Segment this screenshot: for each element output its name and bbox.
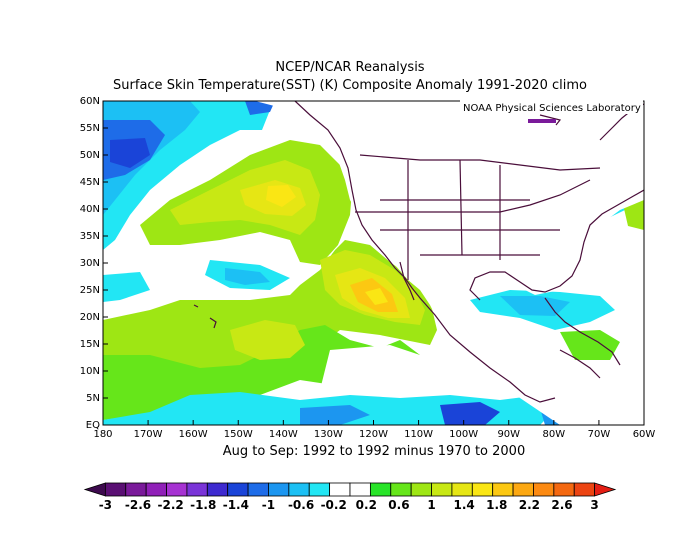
colorbar-swatch: [247, 482, 269, 497]
x-tick-label: 60W: [633, 429, 656, 440]
y-tick-label: 35N: [80, 231, 100, 242]
y-tick-label: 55N: [80, 123, 100, 134]
colorbar-swatch: [471, 482, 494, 497]
great-lakes-anomaly-mark: [528, 119, 556, 123]
colorbar-swatch: [227, 482, 249, 497]
credit-label: NOAA Physical Sciences Laboratory: [463, 103, 641, 114]
x-tick-label: 170W: [134, 429, 163, 440]
y-tick-label: 10N: [80, 366, 100, 377]
colorbar-swatch: [268, 482, 290, 497]
y-tick-label: 25N: [80, 285, 100, 296]
colorbar-label: 1.4: [454, 498, 475, 512]
x-tick-label: 130W: [314, 429, 343, 440]
colorbar-label: -1: [262, 498, 275, 512]
x-tick-label: 100W: [449, 429, 478, 440]
colorbar-swatch: [573, 482, 596, 497]
colorbar-label: -1.8: [190, 498, 216, 512]
colorbar-swatch: [410, 482, 432, 497]
y-axis-ticks: 60N 55N 50N 45N 40N 35N 30N 25N 20N 15N 10N 5N EQ: [80, 96, 108, 431]
y-tick-label: 5N: [86, 393, 100, 404]
colorbar-swatch: [145, 482, 167, 497]
x-tick-label: 70W: [588, 429, 611, 440]
colorbar-label: 0.6: [388, 498, 409, 512]
y-tick-label: 50N: [80, 150, 100, 161]
x-tick-label: 150W: [224, 429, 253, 440]
y-tick-label: EQ: [86, 420, 100, 431]
colorbar-swatch: [431, 482, 453, 497]
colorbar-swatch: [166, 482, 188, 497]
colorbar-label: 1: [427, 498, 435, 512]
colorbar-swatch: [83, 482, 106, 497]
credit-box: [460, 100, 643, 114]
y-tick-label: 30N: [80, 258, 100, 269]
x-tick-label: 160W: [179, 429, 208, 440]
period-label: Aug to Sep: 1992 to 1992 minus 1970 to 2…: [222, 444, 526, 459]
coastlines: [193, 101, 644, 403]
colorbar-swatch: [288, 482, 310, 497]
colorbar-swatch: [553, 482, 575, 497]
colorbar-swatch: [533, 482, 555, 497]
colorbar-label: -2.6: [125, 498, 151, 512]
colorbar-label: -3: [99, 498, 112, 512]
y-tick-label: 45N: [80, 177, 100, 188]
y-tick-label: 15N: [80, 339, 100, 350]
anomaly-field: [103, 101, 644, 425]
x-axis-ticks: 180 170W 160W 150W 140W 130W 120W 110W 100W 90W 80…: [93, 420, 655, 440]
colorbar-swatch: [308, 482, 331, 497]
colorbar-label: 2.2: [519, 498, 540, 512]
colorbar-swatch: [512, 482, 534, 497]
colorbar-swatch: [186, 482, 208, 497]
colorbar-label: 0.2: [356, 498, 377, 512]
colorbar-swatch: [594, 482, 617, 497]
y-tick-label: 60N: [80, 96, 100, 107]
x-tick-label: 90W: [497, 429, 520, 440]
x-tick-label: 120W: [359, 429, 388, 440]
colorbar-label: -1.4: [223, 498, 249, 512]
colorbar-swatch: [390, 482, 412, 497]
colorbar-swatch: [329, 482, 351, 497]
colorbar-swatch: [492, 482, 514, 497]
x-tick-label: 110W: [404, 429, 433, 440]
colorbar-labels: -3 -2.6 -2.2 -1.8 -1.4 -1 -0.6 -0.2 0.2 0.6 1 1.4 1.…: [99, 498, 599, 512]
colorbar-label: 1.8: [486, 498, 507, 512]
x-tick-label: 180: [93, 429, 112, 440]
colorbar-swatch: [125, 482, 147, 497]
colorbar-swatch: [349, 482, 371, 497]
colorbar: [83, 482, 617, 497]
colorbar-swatch: [451, 482, 473, 497]
colorbar-label: 3: [590, 498, 598, 512]
x-tick-label: 80W: [543, 429, 566, 440]
colorbar-swatch: [104, 482, 127, 497]
colorbar-swatch: [206, 482, 229, 497]
colorbar-label: -0.6: [288, 498, 314, 512]
colorbar-label: 2.6: [551, 498, 572, 512]
colorbar-label: -0.2: [321, 498, 347, 512]
map-title: NCEP/NCAR Reanalysis: [275, 60, 425, 75]
x-tick-label: 140W: [269, 429, 298, 440]
map-subtitle: Surface Skin Temperature(SST) (K) Compos…: [113, 78, 587, 93]
y-tick-label: 40N: [80, 204, 100, 215]
colorbar-swatch: [369, 482, 392, 497]
colorbar-label: -2.2: [157, 498, 183, 512]
y-tick-label: 20N: [80, 312, 100, 323]
